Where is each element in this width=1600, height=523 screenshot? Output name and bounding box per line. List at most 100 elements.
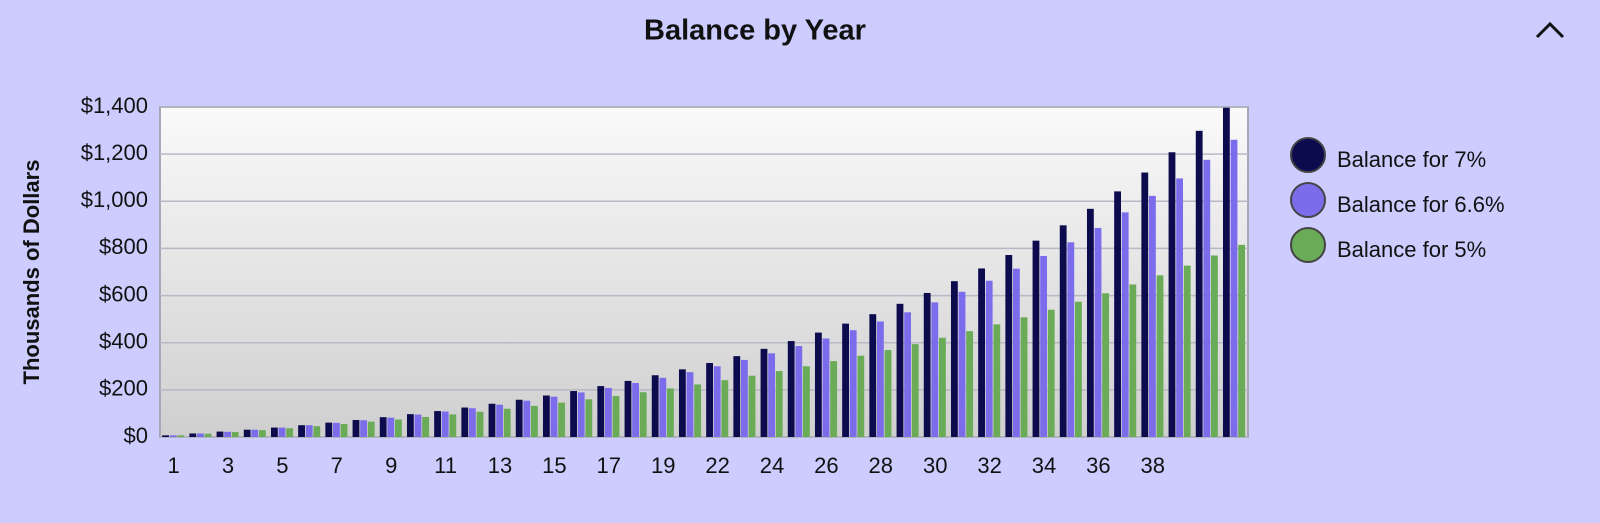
bar <box>1067 242 1075 437</box>
legend-label: Balance for 6.6% <box>1337 192 1505 217</box>
chart-title: Balance by Year <box>644 15 866 47</box>
y-tick-label: $400 <box>99 329 148 354</box>
bar <box>278 427 286 437</box>
bar <box>196 433 204 437</box>
bar <box>706 362 713 437</box>
bar <box>515 399 523 437</box>
bar <box>1156 275 1164 437</box>
bar <box>904 312 912 437</box>
bar <box>441 411 449 437</box>
bar <box>1141 172 1149 437</box>
bar <box>570 391 577 437</box>
bar <box>667 388 674 437</box>
bar <box>795 346 803 437</box>
bar <box>822 338 830 437</box>
bar <box>1102 293 1110 437</box>
bar <box>422 416 430 437</box>
x-tick-label: 36 <box>1086 453 1110 478</box>
bar <box>332 422 340 437</box>
x-tick-label: 1 <box>167 453 179 478</box>
x-tick-label: 7 <box>331 453 343 478</box>
bar <box>577 392 585 437</box>
bar <box>787 341 795 437</box>
bar <box>857 355 865 437</box>
bar <box>775 371 783 437</box>
bar <box>876 321 884 437</box>
legend-swatch <box>1290 182 1326 218</box>
bar <box>985 280 993 437</box>
x-tick-label: 26 <box>814 453 838 478</box>
y-axis-title: Thousands of Dollars <box>19 160 44 385</box>
bar <box>550 396 558 437</box>
bar <box>387 417 395 437</box>
bar <box>678 369 686 437</box>
bar <box>360 420 368 437</box>
bar <box>1094 227 1102 437</box>
x-tick-label: 30 <box>923 453 947 478</box>
x-tick-label: 22 <box>705 453 729 478</box>
bar <box>259 430 266 437</box>
y-tick-label: $0 <box>124 423 148 448</box>
bar <box>177 435 185 437</box>
bar <box>632 383 640 437</box>
bar <box>768 353 776 437</box>
legend-swatch <box>1290 227 1326 263</box>
bar <box>523 400 531 437</box>
bar <box>414 414 422 437</box>
bar <box>251 429 259 437</box>
bar <box>1075 301 1082 437</box>
bar <box>923 292 931 437</box>
collapse-button[interactable] <box>1535 21 1565 39</box>
bar <box>733 356 741 437</box>
x-tick-label: 15 <box>542 453 566 478</box>
bar <box>169 435 177 437</box>
bar <box>1230 139 1238 437</box>
bar <box>231 432 239 437</box>
legend-swatch <box>1290 137 1326 173</box>
bar <box>624 380 632 437</box>
bar <box>713 366 721 437</box>
bar <box>978 268 985 437</box>
x-tick-label: 24 <box>760 453 784 478</box>
bar <box>612 395 620 437</box>
bar <box>1020 317 1028 437</box>
x-tick-label: 17 <box>597 453 621 478</box>
bar <box>468 408 476 437</box>
bar <box>896 303 904 437</box>
bar <box>1114 191 1121 437</box>
bar <box>313 426 321 437</box>
bar <box>1005 255 1013 437</box>
bar <box>931 302 939 437</box>
bar <box>531 405 538 437</box>
x-tick-label: 38 <box>1141 453 1165 478</box>
bar <box>958 291 966 437</box>
y-tick-label: $1,200 <box>81 140 148 165</box>
bar <box>1129 284 1137 437</box>
y-tick-label: $1,400 <box>81 93 148 118</box>
bar <box>162 435 169 437</box>
bar <box>993 324 1001 437</box>
bar <box>434 411 441 437</box>
bar <box>869 314 877 437</box>
bar <box>204 433 212 437</box>
bar <box>1012 268 1020 437</box>
bar <box>406 414 414 437</box>
bar <box>298 425 305 437</box>
x-tick-label: 3 <box>222 453 234 478</box>
x-tick-label: 28 <box>869 453 893 478</box>
bar <box>604 387 612 437</box>
bar <box>542 395 550 437</box>
bar <box>1168 152 1176 437</box>
bar <box>558 402 566 437</box>
bar <box>189 433 197 437</box>
y-tick-label: $1,000 <box>81 187 148 212</box>
bar <box>1176 178 1184 437</box>
bar <box>305 425 313 437</box>
bar <box>585 399 593 437</box>
bar <box>1238 244 1246 437</box>
bar <box>748 375 756 437</box>
bar <box>1047 309 1055 437</box>
x-tick-label: 9 <box>385 453 397 478</box>
bar <box>503 408 511 437</box>
